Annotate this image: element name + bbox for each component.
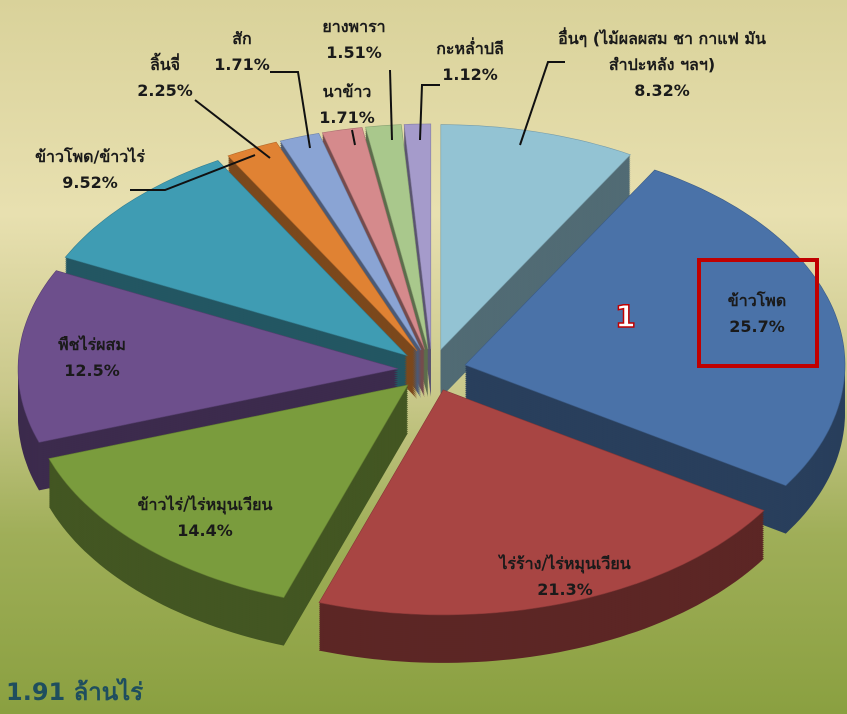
category: ข้าวโพด [727,291,787,310]
slice [279,132,422,351]
leader-line [194,99,271,159]
category: ไร่ร้าง/ไร่หมุนเวียน [499,554,631,573]
value-label: 14.4% [177,521,233,540]
category: ข้าวโพด/ข้าวไร่ [35,147,145,166]
value-label: 1.12% [442,65,498,84]
slice-label: กะหล่ำปลี 1.12% [410,36,530,88]
slice [365,124,429,350]
slice-label: อื่นๆ (ไม้ผลผสม ชา กาแฟ มันสำปะหลัง ฯลฯ)… [547,26,777,104]
slice [321,127,425,350]
slice [227,141,418,352]
slice [440,124,631,351]
slice [17,270,399,443]
slice-label: ลิ้นจี่ 2.25% [105,52,225,104]
value-label: 2.25% [137,81,193,100]
category: อื่นๆ (ไม้ผลผสม ชา กาแฟ มันสำปะหลัง ฯลฯ) [558,29,766,74]
slice [464,169,846,486]
slice-label: ไร่ร้าง/ไร่หมุนเวียน 21.3% [455,551,675,603]
category: พืชไร่ผสม [58,335,126,354]
category: ข้าวไร่/ไร่หมุนเวียน [137,495,273,514]
category: กะหล่ำปลี [436,39,504,58]
leader-line [270,71,311,149]
slice-label: ข้าวโพด/ข้าวไร่ 9.52% [0,144,185,196]
value-label: 25.7% [729,317,785,336]
category: ยางพารา [322,17,386,36]
slice-side-layer [365,132,429,358]
slice-side-layer [365,128,429,354]
slice-side-layer [365,130,429,356]
slice-label: ยางพารา 1.51% [304,14,404,66]
slice-label: สัก 1.71% [202,26,282,78]
value-label: 1.71% [214,55,270,74]
slice-label: ข้าวโพด 25.7% [687,288,827,340]
slice [403,123,432,349]
category: ลิ้นจี่ [149,55,181,74]
slice [64,160,409,357]
leader-line [519,61,565,146]
value-label: 1.51% [326,43,382,62]
leader-line [351,129,356,146]
slice-label: นาข้าว 1.71% [307,79,387,131]
value-label: 8.32% [634,81,690,100]
marker-number: 1 [614,299,636,336]
value-label: 12.5% [64,361,120,380]
value-label: 21.3% [537,580,593,599]
category: สัก [232,29,252,48]
leader-line [130,154,256,191]
value-label: 1.71% [319,108,375,127]
leader-line [419,84,440,141]
highlight-box [697,258,819,368]
slice [318,389,765,616]
slice-label: ข้าวไร่/ไร่หมุนเวียน 14.4% [95,492,315,544]
value-label: 9.52% [62,173,118,192]
slice-label: พืชไร่ผสม 12.5% [22,332,162,384]
slice [48,384,409,598]
total-note: 1.91 ล้านไร่ [6,678,144,706]
leader-line [389,69,393,141]
slice-side-layer [365,134,429,360]
category: นาข้าว [322,82,372,101]
